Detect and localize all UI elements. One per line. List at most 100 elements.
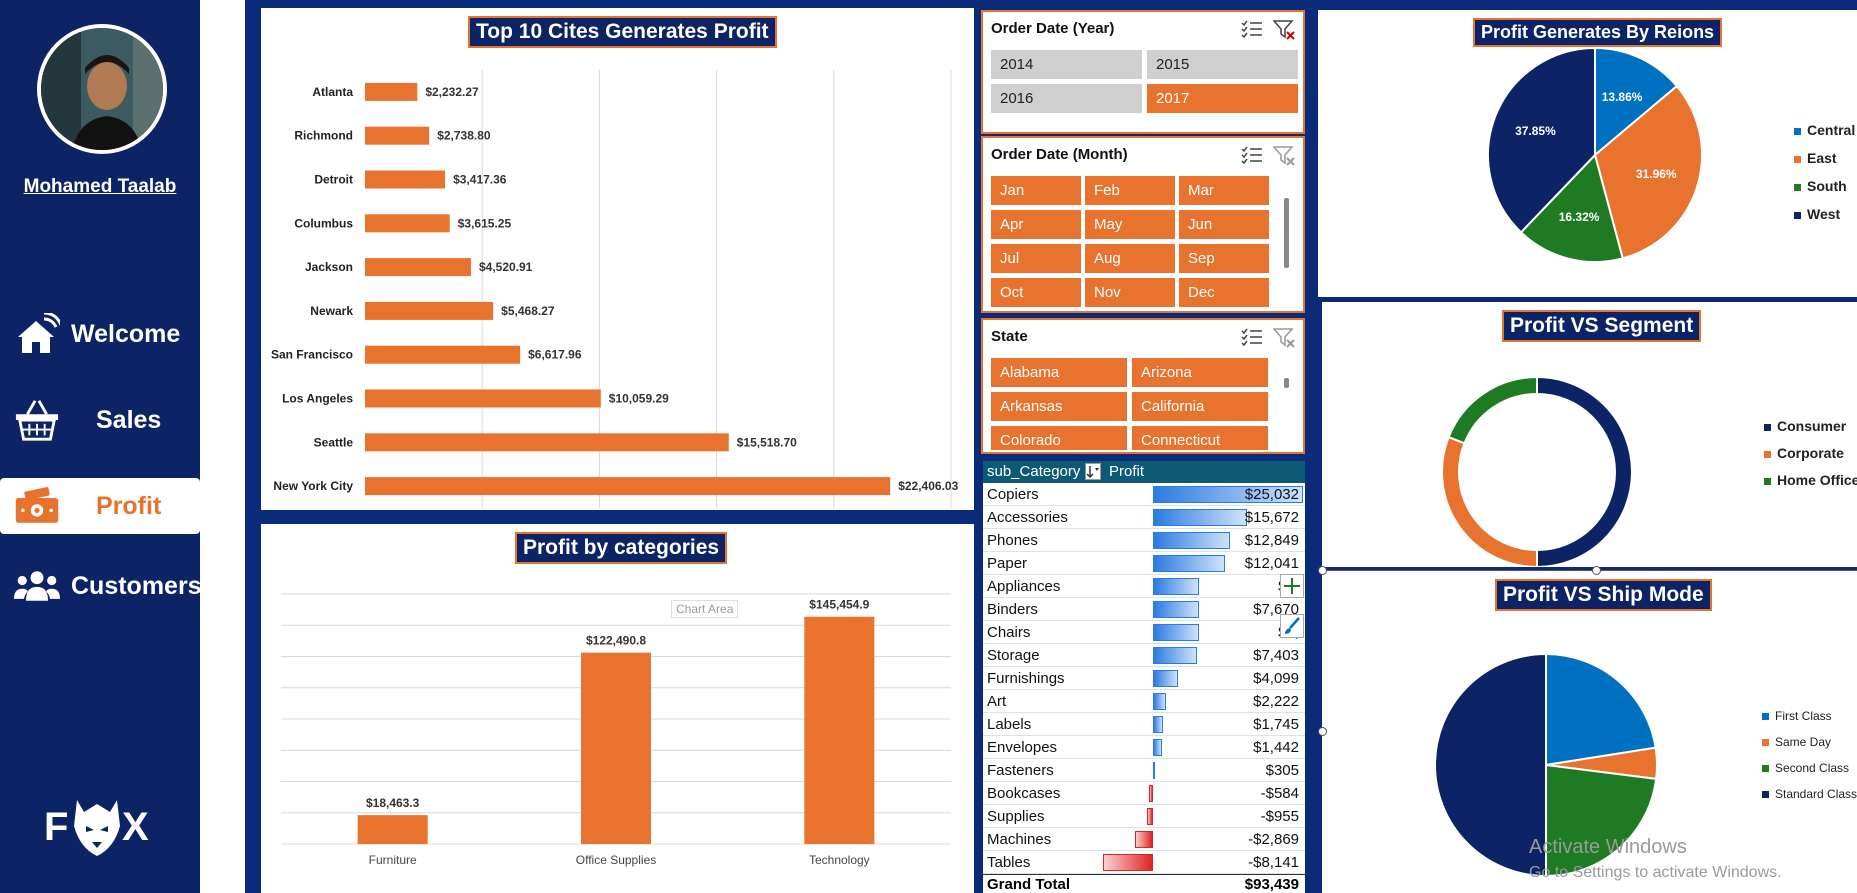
chart-styles-button[interactable] [1280, 614, 1304, 638]
nav-label: Profit [96, 491, 162, 520]
month-button-jul[interactable]: Jul [991, 244, 1081, 273]
nav-customers[interactable]: Customers [0, 558, 202, 614]
city-value-label: $4,520.91 [479, 260, 533, 274]
regions-panel[interactable]: Profit Generates By Reions 13.86% 31.96% 1… [1318, 10, 1857, 297]
nav-label: Welcome [71, 319, 181, 348]
pivot-row[interactable]: Accessories $15,672 [983, 506, 1305, 529]
top-cities-panel[interactable]: Top 10 Cites Generates Profit Atlanta $2,… [261, 8, 974, 510]
segment-panel[interactable]: Profit VS Segment Consumer Corporate Home … [1322, 302, 1857, 567]
state-button-colorado[interactable]: Colorado [991, 426, 1127, 450]
state-button-arizona[interactable]: Arizona [1132, 358, 1268, 387]
categories-panel[interactable]: Profit by categories $18,463.3 Furniture $… [261, 524, 974, 893]
pivot-row[interactable]: Appliances$7, [983, 575, 1305, 598]
nav-sales[interactable]: Sales [0, 392, 200, 448]
slicer-month[interactable]: Order Date (Month) Jan Feb Mar Apr May Jun Jul… [981, 136, 1305, 313]
state-button-connecticut[interactable]: Connecticut [1132, 426, 1268, 450]
legend-swatch [1764, 424, 1771, 431]
pivot-subcategory: Storage [987, 647, 1040, 664]
pivot-row[interactable]: Envelopes $1,442 [983, 736, 1305, 759]
month-button-mar[interactable]: Mar [1179, 176, 1269, 205]
month-button-apr[interactable]: Apr [991, 210, 1081, 239]
legend-swatch [1764, 478, 1771, 485]
pivot-row[interactable]: Machines -$2,869 [983, 828, 1305, 851]
legend-label: Corporate [1777, 445, 1844, 461]
slice-label: 31.96% [1636, 167, 1677, 181]
pivot-row[interactable]: Storage $7,403 [983, 644, 1305, 667]
state-button-california[interactable]: California [1132, 392, 1268, 421]
city-label: San Francisco [271, 348, 353, 362]
pivot-row[interactable]: Tables -$8,141 [983, 851, 1305, 874]
slicer-state[interactable]: State Alabama Arizona Arkansas California Co… [981, 318, 1305, 454]
month-button-dec[interactable]: Dec [1179, 278, 1269, 307]
state-button-arkansas[interactable]: Arkansas [991, 392, 1127, 421]
pivot-subcategory: Copiers [987, 486, 1039, 503]
pivot-subcategory: Paper [987, 555, 1028, 572]
clear-filter-icon[interactable] [1272, 146, 1295, 171]
month-button-may[interactable]: May [1085, 210, 1175, 239]
city-value-label: $2,738.80 [437, 129, 491, 143]
year-button-2017[interactable]: 2017 [1147, 84, 1298, 113]
data-bar [1153, 532, 1230, 549]
pivot-row[interactable]: Furnishings $4,099 [983, 667, 1305, 690]
city-value-label: $2,232.27 [425, 85, 479, 99]
pivot-row[interactable]: Phones $12,849 [983, 529, 1305, 552]
pivot-row[interactable]: Binders $7,670 [983, 598, 1305, 621]
multiselect-icon[interactable] [1241, 146, 1263, 171]
data-bar [1153, 739, 1162, 756]
pivot-row[interactable]: Supplies -$955 [983, 805, 1305, 828]
city-bar [365, 170, 446, 189]
slice-consumer [1536, 375, 1633, 567]
city-label: Atlanta [312, 85, 353, 99]
sort-filter-button[interactable] [1085, 463, 1101, 480]
clear-filter-icon[interactable] [1272, 328, 1295, 353]
month-button-feb[interactable]: Feb [1085, 176, 1175, 205]
slicer-scrollbar[interactable] [1284, 198, 1289, 268]
month-button-sep[interactable]: Sep [1179, 244, 1269, 273]
shipmode-panel[interactable]: Profit VS Ship Mode First Class Same Day S… [1322, 570, 1857, 893]
legend-label: Central [1807, 122, 1855, 138]
pivot-row[interactable]: Art $2,222 [983, 690, 1305, 713]
year-button-2014[interactable]: 2014 [991, 50, 1142, 79]
nav-welcome[interactable]: Welcome [0, 306, 200, 362]
category-label: Technology [809, 853, 870, 867]
pivot-row[interactable]: Paper $12,041 [983, 552, 1305, 575]
pivot-header: sub_Category Profit [983, 461, 1305, 483]
multiselect-icon[interactable] [1241, 20, 1263, 45]
nav-label: Customers [71, 571, 202, 600]
year-button-2016[interactable]: 2016 [991, 84, 1142, 113]
state-button-alabama[interactable]: Alabama [991, 358, 1127, 387]
pivot-subcategory: Appliances [987, 578, 1061, 595]
month-button-jan[interactable]: Jan [991, 176, 1081, 205]
pivot-grand-total: Grand Total $93,439 [983, 874, 1305, 893]
legend-label: Consumer [1777, 418, 1847, 434]
pivot-row[interactable]: Copiers $25,032 [983, 483, 1305, 506]
slicer-year[interactable]: Order Date (Year) 2014 2015 2016 2017 [981, 10, 1305, 134]
data-bar [1153, 762, 1155, 779]
resize-handle[interactable] [1318, 566, 1327, 575]
pivot-row[interactable]: Chairs$7, [983, 621, 1305, 644]
pivot-row[interactable]: Bookcases -$584 [983, 782, 1305, 805]
pivot-row[interactable]: Fasteners $305 [983, 759, 1305, 782]
home-wifi-icon [14, 311, 60, 357]
activate-windows-subtitle: Go to Settings to activate Windows. [1529, 864, 1782, 881]
month-button-nov[interactable]: Nov [1085, 278, 1175, 307]
user-name[interactable]: Mohamed Taalab [23, 176, 177, 197]
resize-handle[interactable] [1592, 566, 1601, 575]
month-button-oct[interactable]: Oct [991, 278, 1081, 307]
nav-profit[interactable]: Profit [0, 478, 200, 534]
chart-elements-button[interactable] [1280, 574, 1304, 598]
pivot-row[interactable]: Labels $1,745 [983, 713, 1305, 736]
month-button-aug[interactable]: Aug [1085, 244, 1175, 273]
resize-handle[interactable] [1318, 727, 1327, 736]
category-bar [357, 815, 428, 844]
city-bar [365, 389, 601, 408]
svg-text:F: F [44, 805, 68, 849]
month-button-jun[interactable]: Jun [1179, 210, 1269, 239]
clear-filter-icon[interactable] [1272, 20, 1295, 45]
slice-second-class [1545, 763, 1658, 878]
pivot-table[interactable]: sub_Category Profit Copiers $25,032 Access… [983, 461, 1305, 893]
year-button-2015[interactable]: 2015 [1147, 50, 1298, 79]
city-value-label: $5,468.27 [501, 304, 555, 318]
slicer-scrollbar[interactable] [1284, 378, 1289, 388]
multiselect-icon[interactable] [1241, 328, 1263, 353]
